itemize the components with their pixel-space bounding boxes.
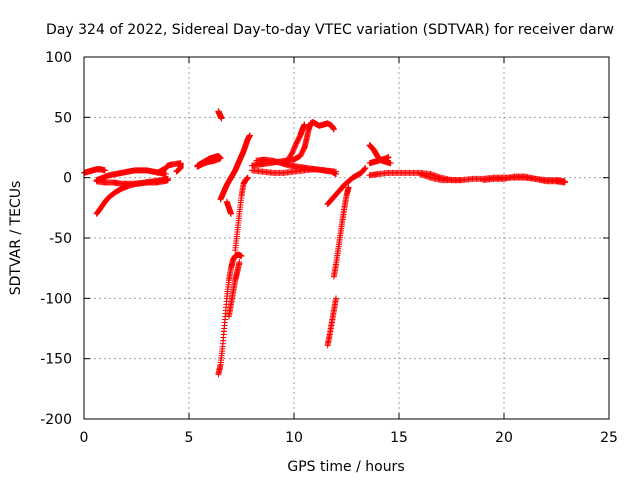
y-tick-label: -200 (40, 412, 72, 428)
x-axis-label: GPS time / hours (287, 459, 404, 475)
data-point (385, 154, 392, 161)
data-point (345, 184, 352, 191)
grid (84, 57, 609, 419)
y-tick-label: -150 (40, 352, 72, 368)
data-point (194, 163, 201, 170)
data-series (215, 108, 225, 122)
data-series (324, 165, 369, 208)
data-point (244, 174, 251, 181)
x-tick-label: 25 (600, 430, 618, 446)
data-point (165, 177, 171, 184)
chart-title: Day 324 of 2022, Sidereal Day-to-day VTE… (46, 22, 614, 38)
data-point (561, 179, 568, 186)
data-point (333, 171, 339, 178)
data-point (387, 160, 394, 167)
data-series (194, 152, 224, 170)
data-series (93, 177, 171, 187)
x-tick-label: 0 (80, 430, 89, 446)
data-series (217, 132, 253, 203)
data-point (238, 253, 245, 260)
data-series (223, 198, 234, 217)
axis-ticks: 0 5 10 15 20 25 -200 -150 -100 -50 0 50 100 (40, 50, 618, 446)
data-series (215, 251, 245, 378)
data-point (330, 126, 337, 133)
x-tick-label: 10 (285, 430, 303, 446)
data-point (459, 177, 465, 184)
x-tick-label: 15 (390, 430, 408, 446)
data-point (236, 259, 243, 266)
data-series (480, 173, 568, 186)
data-point (361, 165, 368, 172)
data-series (366, 154, 392, 167)
x-tick-label: 20 (495, 430, 513, 446)
data-series (282, 121, 308, 167)
data-series (417, 171, 465, 184)
data-point (102, 167, 108, 174)
data-point (228, 210, 234, 217)
plot-frame (83, 56, 610, 420)
y-tick-label: -50 (49, 231, 72, 247)
data-point (173, 168, 180, 175)
data-series (225, 259, 243, 320)
data-point (162, 171, 169, 178)
y-tick-label: -100 (40, 291, 72, 307)
data-point (361, 166, 368, 173)
data-points (81, 108, 568, 378)
y-axis-label: SDTVAR / TECUs (8, 181, 24, 296)
data-point (301, 121, 308, 128)
data-point (246, 132, 253, 139)
data-series (154, 160, 184, 176)
data-point (362, 165, 369, 172)
data-point (218, 115, 225, 122)
data-point (333, 295, 339, 302)
y-tick-label: 0 (63, 171, 72, 187)
data-series (81, 166, 108, 176)
x-tick-label: 5 (185, 430, 194, 446)
y-tick-label: 100 (45, 50, 72, 66)
data-series (324, 295, 339, 349)
data-series (232, 174, 251, 254)
data-series (330, 184, 352, 280)
y-tick-label: 50 (54, 110, 72, 126)
